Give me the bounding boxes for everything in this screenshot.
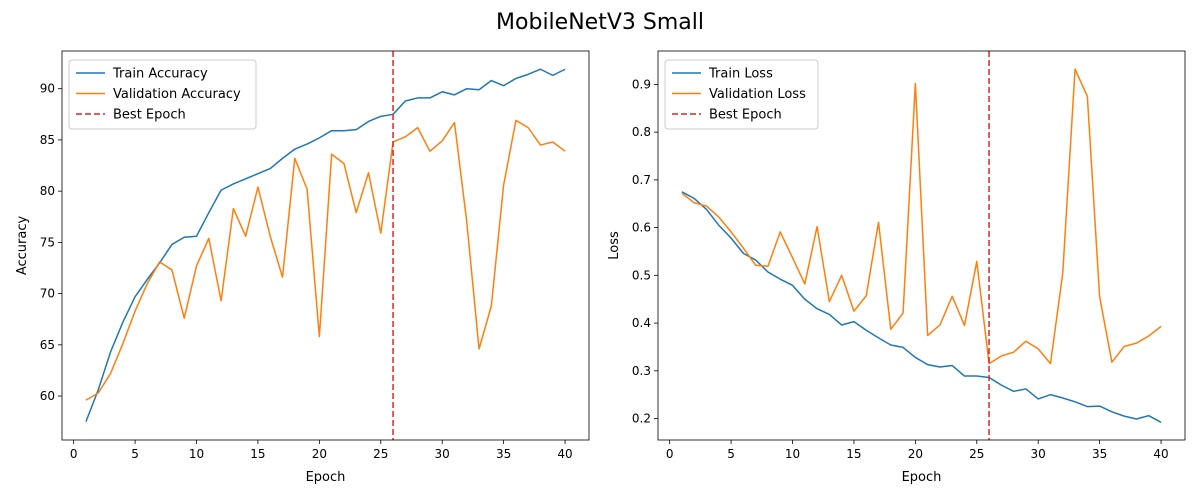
loss-y-tick-label-3: 0.5 — [632, 268, 651, 282]
loss-legend — [664, 59, 819, 130]
loss-y-tick-label-7: 0.9 — [632, 77, 651, 91]
accuracy-legend-label-2: Best Epoch — [113, 108, 186, 123]
accuracy-legend-label-1: Validation Accuracy — [113, 87, 241, 102]
loss-y-tick-label-0: 0.2 — [632, 412, 651, 426]
loss-x-tick-label-6: 30 — [1031, 447, 1046, 461]
loss-y-tick-label-1: 0.3 — [632, 364, 651, 378]
loss-legend-label-1: Validation Loss — [709, 87, 806, 102]
loss-y-tick-label-2: 0.4 — [632, 316, 651, 330]
loss-x-tick-label-2: 10 — [785, 447, 800, 461]
accuracy-x-tick-label-4: 20 — [312, 447, 327, 461]
loss-x-tick-label-0: 0 — [666, 447, 674, 461]
accuracy-y-tick-label-2: 70 — [40, 287, 55, 301]
loss-y-axis-label: Loss — [607, 231, 622, 260]
accuracy-x-tick-label-0: 0 — [70, 447, 78, 461]
loss-chart: 0 5 10 15 20 25 30 35 40 0.2 0.3 0.4 0.5 0.6 0.7 0.8 0.9… — [607, 50, 1186, 485]
accuracy-chart: 0 5 10 15 20 25 30 35 40 60 65 70 75 80 85 90 Epoch Accur… — [15, 50, 590, 485]
accuracy-y-tick-label-4: 80 — [40, 184, 55, 198]
loss-x-tick-label-8: 40 — [1153, 447, 1168, 461]
accuracy-y-tick-label-3: 75 — [40, 235, 55, 249]
accuracy-legend-label-0: Train Accuracy — [112, 67, 208, 82]
loss-series-0-line — [681, 191, 1162, 423]
loss-y-tick-label-5: 0.7 — [632, 173, 651, 187]
accuracy-y-axis-label: Accuracy — [15, 216, 30, 276]
accuracy-x-tick-label-2: 10 — [189, 447, 204, 461]
accuracy-x-tick-label-8: 40 — [557, 447, 572, 461]
loss-x-tick-label-3: 15 — [846, 447, 861, 461]
accuracy-y-tick-label-0: 60 — [40, 389, 55, 403]
loss-x-tick-label-7: 35 — [1092, 447, 1107, 461]
accuracy-x-axis-label: Epoch — [306, 470, 346, 485]
accuracy-x-tick-label-1: 5 — [131, 447, 139, 461]
accuracy-y-tick-label-1: 65 — [40, 338, 55, 352]
accuracy-x-tick-label-7: 35 — [496, 447, 511, 461]
accuracy-axes-frame — [61, 50, 590, 441]
figure-title: MobileNetV3 Small — [496, 10, 704, 35]
loss-axes-frame — [657, 50, 1186, 441]
accuracy-x-tick-label-5: 25 — [373, 447, 388, 461]
accuracy-x-tick-label-3: 15 — [250, 447, 265, 461]
accuracy-x-tick-label-6: 30 — [435, 447, 450, 461]
loss-x-tick-label-4: 20 — [908, 447, 923, 461]
accuracy-series-0-line — [85, 68, 566, 422]
accuracy-y-tick-label-5: 85 — [40, 133, 55, 147]
accuracy-legend — [68, 59, 257, 130]
loss-y-tick-label-6: 0.8 — [632, 125, 651, 139]
accuracy-y-tick-label-6: 90 — [40, 82, 55, 96]
loss-y-tick-label-4: 0.6 — [632, 221, 651, 235]
loss-legend-label-0: Train Loss — [708, 67, 773, 82]
loss-legend-label-2: Best Epoch — [709, 108, 782, 123]
loss-x-tick-label-5: 25 — [969, 447, 984, 461]
loss-x-tick-label-1: 5 — [727, 447, 735, 461]
accuracy-series-1-line — [85, 119, 566, 401]
loss-series-1-line — [681, 68, 1162, 365]
loss-x-axis-label: Epoch — [902, 470, 942, 485]
